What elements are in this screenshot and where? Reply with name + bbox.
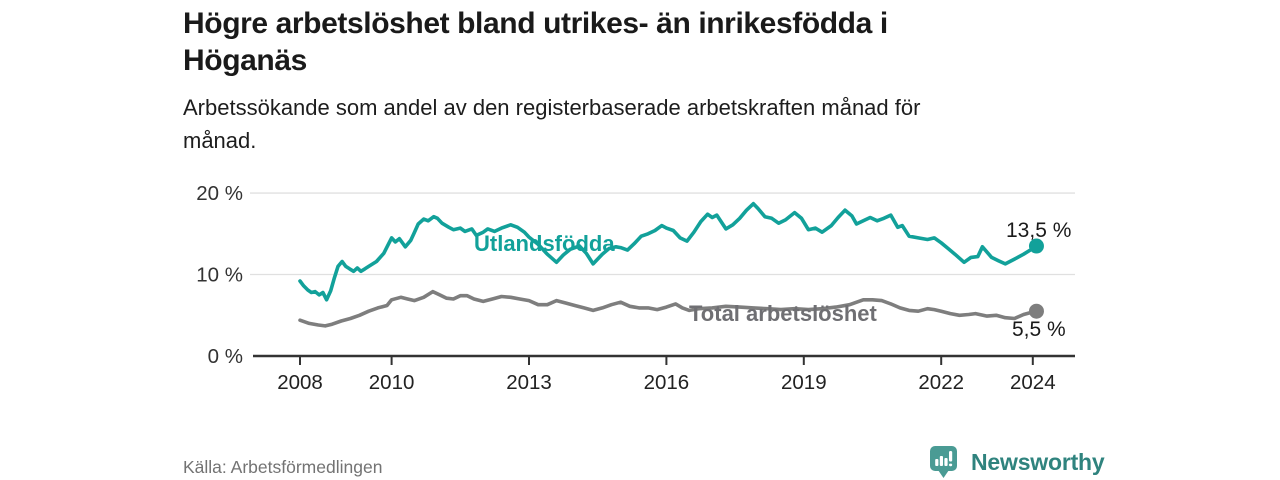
newsworthy-logo-text: Newsworthy — [971, 449, 1105, 475]
series-line — [298, 201, 1039, 302]
chart-title: Högre arbetslöshet bland utrikes- än inr… — [183, 5, 1093, 79]
newsworthy-logo: Newsworthy — [929, 445, 1105, 479]
series-end-dot — [1028, 238, 1044, 254]
y-tick-label: 20 % — [196, 182, 243, 205]
source-text: Källa: Arbetsförmedlingen — [183, 457, 383, 477]
series-line — [298, 289, 1039, 328]
chart-svg: 0 % 10 % 20 % 2008 2010 2013 2016 2019 2022 2024 — [196, 182, 1075, 394]
y-tick-label: 0 % — [208, 345, 243, 368]
x-tick-label: 2008 — [277, 371, 323, 394]
y-tick-label: 10 % — [196, 264, 243, 287]
x-tick-label: 2013 — [506, 371, 552, 394]
end-value-label-utlandsfodda: 13,5 % — [1006, 219, 1072, 242]
series-label-utlandsfodda: Utlandsfödda — [474, 231, 615, 256]
chart-subtitle: Arbetssökande som andel av den registerb… — [183, 91, 1083, 157]
series-end-dot — [1028, 303, 1044, 319]
end-value-label-total-arbetsloshet: 5,5 % — [1012, 318, 1066, 341]
chart-title-line1: Högre arbetslöshet bland utrikes- än inr… — [183, 7, 888, 40]
bar-chart-bubble-icon — [930, 446, 957, 478]
chart-subtitle-line1: Arbetssökande som andel av den registerb… — [183, 95, 921, 120]
x-tick-label: 2022 — [918, 371, 964, 394]
chart-title-line2: Höganäs — [183, 44, 307, 77]
series-label-total-arbetsloshet: Total arbetslöshet — [689, 301, 877, 326]
x-tick-label: 2016 — [644, 371, 690, 394]
x-tick-label: 2019 — [781, 371, 827, 394]
x-tick-label: 2024 — [1010, 371, 1056, 394]
x-tick-label: 2010 — [369, 371, 415, 394]
chart-subtitle-line2: månad. — [183, 128, 257, 153]
